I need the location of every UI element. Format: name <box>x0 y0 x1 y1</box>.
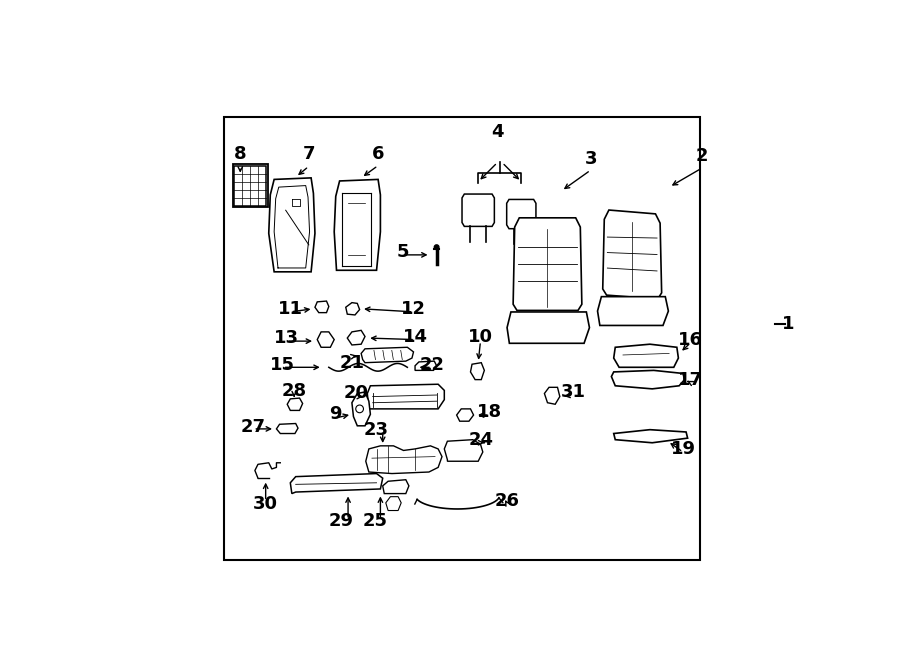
Polygon shape <box>507 312 590 343</box>
Text: 6: 6 <box>372 145 384 163</box>
Polygon shape <box>276 424 298 434</box>
Text: 17: 17 <box>679 371 703 389</box>
Text: 1: 1 <box>782 315 795 333</box>
Polygon shape <box>346 303 360 315</box>
Text: 5: 5 <box>397 243 409 261</box>
Text: 14: 14 <box>402 327 428 346</box>
Polygon shape <box>507 200 536 229</box>
Polygon shape <box>386 496 401 510</box>
Text: 26: 26 <box>495 492 520 510</box>
Text: 23: 23 <box>364 420 389 439</box>
Text: 31: 31 <box>561 383 585 401</box>
Text: 4: 4 <box>491 123 504 141</box>
Text: 28: 28 <box>282 382 307 400</box>
Text: 7: 7 <box>302 145 315 163</box>
Polygon shape <box>315 301 328 313</box>
Polygon shape <box>352 392 371 426</box>
Polygon shape <box>287 398 302 410</box>
Text: 11: 11 <box>278 300 302 318</box>
Text: 29: 29 <box>328 512 354 530</box>
Polygon shape <box>365 446 442 473</box>
Text: 30: 30 <box>253 494 278 512</box>
Text: 12: 12 <box>401 300 426 318</box>
Text: 20: 20 <box>343 385 368 403</box>
Polygon shape <box>603 210 662 299</box>
Text: 25: 25 <box>363 512 388 530</box>
Text: 10: 10 <box>468 329 493 346</box>
Polygon shape <box>347 330 365 345</box>
Polygon shape <box>291 473 382 494</box>
Bar <box>224 118 700 561</box>
Text: 2: 2 <box>696 147 708 165</box>
Text: 22: 22 <box>419 356 445 374</box>
Polygon shape <box>456 409 473 421</box>
Polygon shape <box>513 218 582 311</box>
Text: 19: 19 <box>670 440 696 458</box>
Text: 15: 15 <box>270 356 295 374</box>
Polygon shape <box>445 440 482 461</box>
Text: 18: 18 <box>477 403 502 421</box>
Polygon shape <box>269 178 315 272</box>
Polygon shape <box>614 344 679 368</box>
Polygon shape <box>544 387 560 405</box>
Circle shape <box>356 405 364 412</box>
Text: 27: 27 <box>241 418 266 436</box>
Bar <box>232 164 268 207</box>
Text: 9: 9 <box>328 405 341 422</box>
Polygon shape <box>334 179 381 270</box>
Text: 13: 13 <box>274 329 299 347</box>
Polygon shape <box>462 194 494 226</box>
Text: 16: 16 <box>679 330 703 348</box>
Text: 3: 3 <box>584 149 597 168</box>
Polygon shape <box>382 480 409 494</box>
Polygon shape <box>471 363 484 379</box>
Polygon shape <box>415 361 436 370</box>
Text: 21: 21 <box>339 354 365 371</box>
Polygon shape <box>367 384 445 409</box>
Text: 8: 8 <box>234 145 247 163</box>
Polygon shape <box>318 332 334 347</box>
Circle shape <box>435 245 439 249</box>
Polygon shape <box>611 370 685 389</box>
Text: 24: 24 <box>469 431 494 449</box>
Polygon shape <box>614 430 688 443</box>
Bar <box>234 165 266 206</box>
Polygon shape <box>361 347 413 363</box>
Polygon shape <box>598 297 669 325</box>
